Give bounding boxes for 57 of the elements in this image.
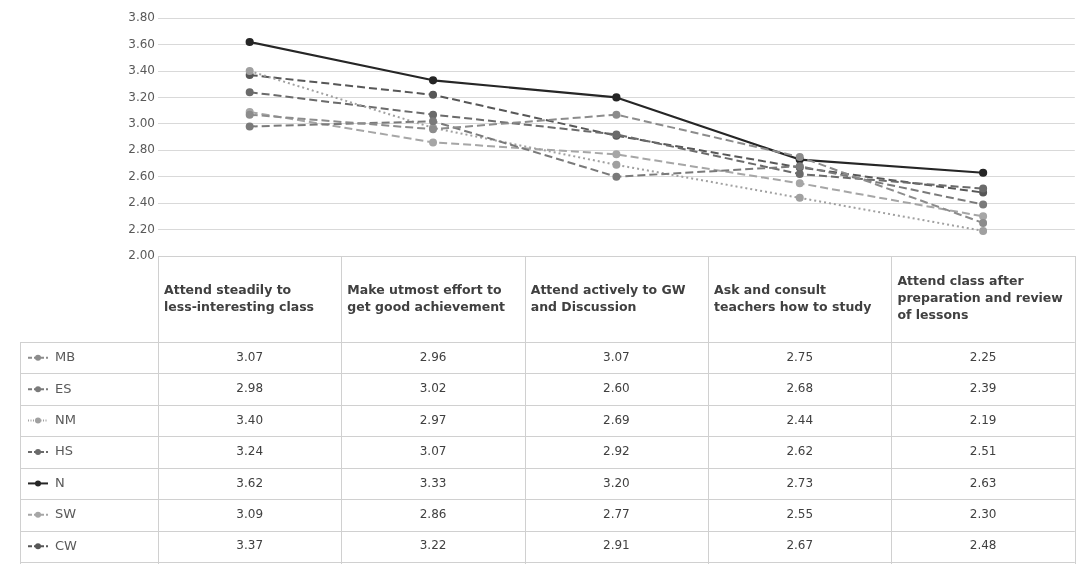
data-label: 3.40 [236, 412, 264, 427]
data-label: 2.73 [786, 475, 814, 490]
data-label: 2.30 [969, 506, 997, 521]
y-tick-label: 3.00 [128, 116, 155, 131]
legend-label: NM [55, 411, 76, 427]
y-tick-label: 2.40 [128, 195, 155, 210]
y-tick-label: 2.00 [128, 248, 155, 263]
y-tick-label: 2.80 [128, 142, 155, 157]
data-label: 3.07 [236, 349, 264, 364]
data-label: 2.96 [419, 349, 447, 364]
data-label: 3.22 [419, 538, 447, 553]
legend-label: HS [55, 443, 74, 459]
data-label: 3.37 [236, 538, 264, 553]
data-label: 2.75 [786, 349, 814, 364]
x-tick-label: Attend actively to GW and Discussion [530, 281, 686, 314]
data-label: 3.33 [419, 475, 447, 490]
y-tick-label: 3.40 [128, 63, 155, 78]
y-tick-label: 3.80 [128, 10, 155, 25]
data-label: 2.62 [786, 444, 814, 459]
legend-label: SW [55, 506, 77, 522]
data-label: 3.07 [603, 349, 630, 364]
x-tick-label: Attend steadily to less-interesting class [164, 281, 315, 314]
data-label: 2.60 [603, 381, 630, 396]
data-label: 2.77 [603, 506, 630, 521]
data-label: 2.97 [419, 412, 447, 427]
data-label: 2.25 [969, 349, 997, 364]
data-label: 3.24 [236, 444, 264, 459]
x-tick-label: Attend class after preparation and review of lessons [897, 273, 1064, 323]
data-label: 2.63 [969, 475, 997, 490]
data-label: 2.39 [969, 381, 997, 396]
legend-label: CW [55, 537, 78, 553]
data-label: 2.98 [236, 381, 264, 396]
data-label: 2.67 [786, 538, 814, 553]
y-tick-label: 3.20 [128, 89, 155, 104]
data-label: 3.62 [236, 475, 264, 490]
data-label: 2.51 [969, 444, 997, 459]
data-label: 2.69 [603, 412, 630, 427]
x-tick-label: Make utmost effort to get good achievement [347, 281, 506, 314]
y-tick-label: 3.60 [128, 36, 155, 51]
data-label: 2.86 [419, 506, 447, 521]
data-label: 2.19 [969, 412, 997, 427]
data-label: 2.68 [786, 381, 814, 396]
data-label: 3.20 [603, 475, 630, 490]
y-tick-label: 2.60 [128, 168, 155, 183]
legend-label: N [55, 474, 65, 490]
data-label: 2.92 [603, 444, 630, 459]
data-label: 3.02 [419, 381, 447, 396]
data-label: 3.09 [236, 506, 264, 521]
legend-label: MB [55, 349, 76, 365]
data-label: 2.91 [603, 538, 630, 553]
x-tick-label: Ask and consult teachers how to study [714, 281, 872, 314]
data-label: 2.55 [786, 506, 814, 521]
legend-label: ES [55, 380, 72, 396]
data-label: 3.07 [419, 444, 447, 459]
data-label: 2.44 [786, 412, 814, 427]
y-tick-label: 2.20 [128, 221, 155, 236]
data-label: 2.48 [969, 538, 997, 553]
